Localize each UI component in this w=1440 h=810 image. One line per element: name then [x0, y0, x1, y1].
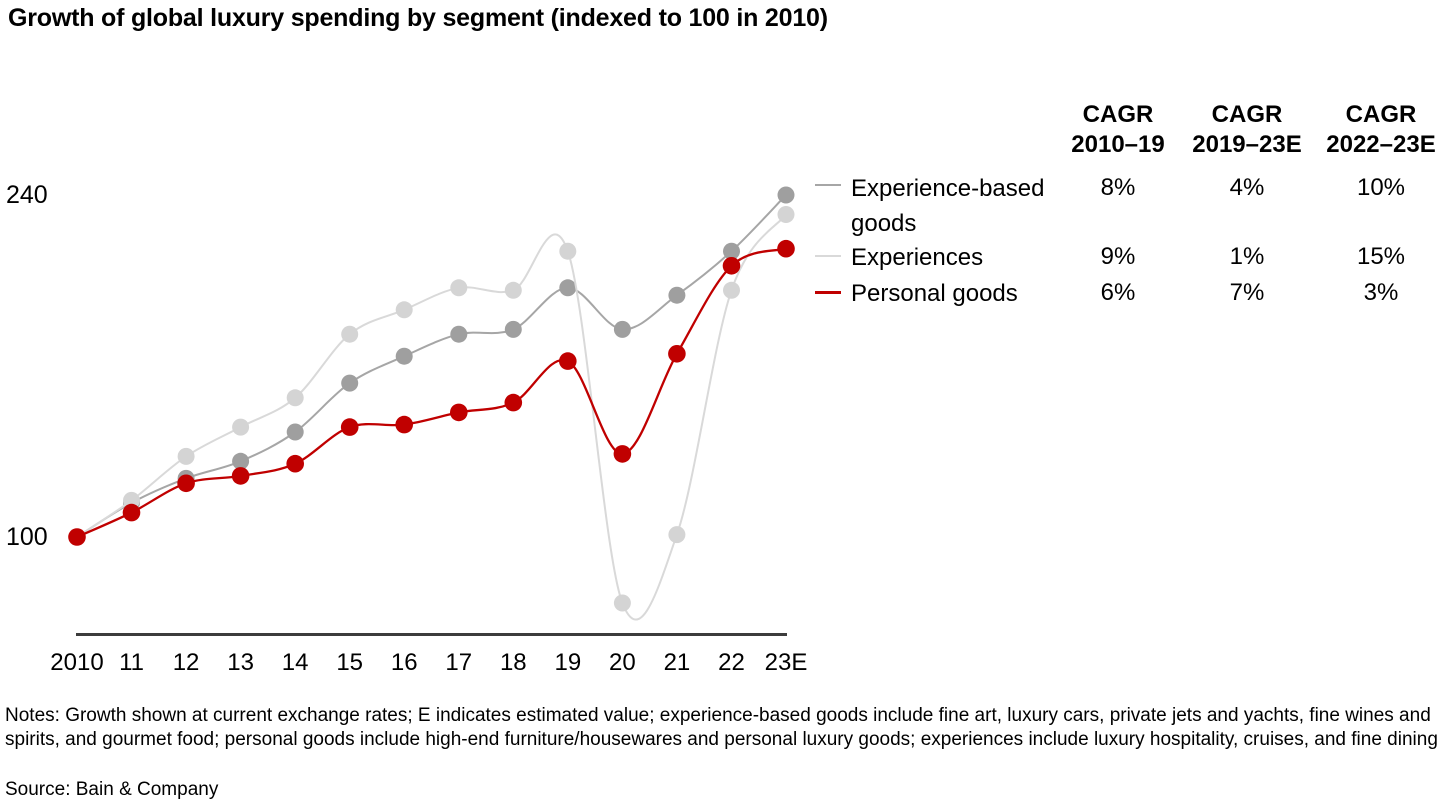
data-point-experiences-13 — [232, 418, 250, 436]
data-point-personal-goods-11 — [122, 503, 141, 522]
cagr-value: 8% — [1100, 174, 1136, 201]
data-point-experience-based-goods-16 — [395, 347, 413, 365]
table-header-line1: CAGR — [1082, 101, 1154, 128]
cagr-value: 9% — [1100, 243, 1136, 270]
data-point-experiences-18 — [504, 281, 522, 299]
legend-label-experiences: Experiences — [851, 244, 984, 271]
data-point-personal-goods-12 — [177, 474, 195, 493]
data-point-personal-goods-22 — [722, 257, 741, 275]
data-point-experiences-11 — [123, 491, 140, 509]
y-axis-label-240: 240 — [6, 181, 48, 209]
cagr-value: 6% — [1100, 279, 1136, 306]
x-axis-label-19: 19 — [554, 649, 582, 676]
table-header-line1: CAGR — [1211, 101, 1283, 128]
data-point-personal-goods-19 — [559, 352, 577, 370]
data-point-experience-based-goods-18 — [504, 320, 522, 338]
legend-line-experience-based-goods — [815, 184, 841, 186]
data-point-personal-goods-2010 — [68, 528, 86, 546]
x-axis-label-15: 15 — [336, 649, 364, 676]
table-header-line2: 2022–23E — [1326, 131, 1436, 158]
data-point-personal-goods-16 — [395, 415, 414, 434]
table-header-line1: CAGR — [1345, 101, 1417, 128]
cagr-value: 10% — [1356, 174, 1406, 201]
x-axis-label-18: 18 — [499, 649, 527, 676]
cagr-value: 7% — [1229, 279, 1265, 306]
data-point-experiences-22 — [723, 281, 740, 299]
x-axis-label-22: 22 — [718, 649, 745, 676]
data-point-experience-based-goods-22 — [723, 242, 740, 260]
table-header-line2: 2010–19 — [1071, 131, 1165, 158]
legend-line-experiences — [815, 255, 841, 257]
data-point-personal-goods-18 — [504, 393, 523, 412]
series-line-experiences — [76, 213, 787, 621]
data-point-experiences-14 — [286, 389, 304, 407]
x-axis-label-13: 13 — [227, 649, 254, 676]
table-header-cagr-2010-19: CAGR 2010–19 — [1043, 100, 1193, 160]
legend-line-personal-goods — [815, 291, 841, 294]
data-point-personal-goods-14 — [286, 454, 305, 473]
data-point-personal-goods-17 — [450, 403, 468, 422]
data-point-experience-based-goods-13 — [232, 452, 250, 470]
chart-title: Growth of global luxury spending by segm… — [8, 4, 828, 32]
x-axis-label-12: 12 — [172, 649, 200, 676]
cagr-value: 4% — [1229, 174, 1265, 201]
data-point-experience-based-goods-15 — [341, 374, 359, 392]
y-axis-label-100: 100 — [6, 523, 48, 551]
data-point-experiences-12 — [177, 447, 195, 465]
data-point-experiences-23e — [777, 206, 795, 223]
data-point-experiences-15 — [341, 325, 359, 343]
data-point-experience-based-goods-19 — [559, 279, 577, 297]
source-line: Source: Bain & Company — [5, 779, 219, 800]
x-axis-label-16: 16 — [390, 649, 418, 676]
data-point-personal-goods-21 — [668, 345, 686, 363]
table-header-line2: 2019–23E — [1192, 131, 1302, 158]
table-header-cagr-2022-23e: CAGR 2022–23E — [1306, 100, 1440, 160]
x-axis-label-20: 20 — [609, 649, 636, 676]
cagr-value: 15% — [1356, 243, 1406, 270]
data-point-experiences-20 — [613, 594, 631, 612]
x-axis-label-11: 11 — [119, 649, 144, 676]
data-point-personal-goods-23e — [777, 239, 795, 258]
data-point-experience-based-goods-21 — [668, 286, 686, 304]
x-axis-label-2010: 2010 — [50, 649, 104, 676]
legend-label-personal-goods: Personal goods — [851, 280, 1018, 307]
cagr-value: 1% — [1229, 243, 1265, 270]
data-point-experience-based-goods-20 — [613, 320, 631, 338]
x-axis-label-23e: 23E — [764, 649, 808, 676]
data-point-experiences-16 — [395, 301, 413, 319]
x-axis-label-17: 17 — [445, 649, 473, 676]
data-point-experiences-17 — [450, 279, 468, 297]
x-axis-label-14: 14 — [281, 649, 309, 676]
data-point-personal-goods-15 — [340, 418, 359, 436]
data-point-personal-goods-20 — [613, 445, 632, 463]
data-point-experience-based-goods-17 — [450, 325, 468, 343]
x-axis-label-21: 21 — [663, 649, 691, 676]
footnotes: Notes: Growth shown at current exchange … — [5, 705, 1438, 750]
table-header-cagr-2019-23e: CAGR 2019–23E — [1172, 100, 1322, 160]
cagr-value: 3% — [1363, 279, 1399, 306]
data-point-experiences-19 — [559, 242, 577, 260]
data-point-experiences-21 — [668, 526, 686, 544]
legend-label-experience-based-goods: Experience-based goods — [851, 175, 1045, 237]
data-point-personal-goods-13 — [231, 467, 250, 485]
data-point-experience-based-goods-14 — [286, 423, 304, 441]
data-point-experience-based-goods-23e — [777, 186, 795, 204]
